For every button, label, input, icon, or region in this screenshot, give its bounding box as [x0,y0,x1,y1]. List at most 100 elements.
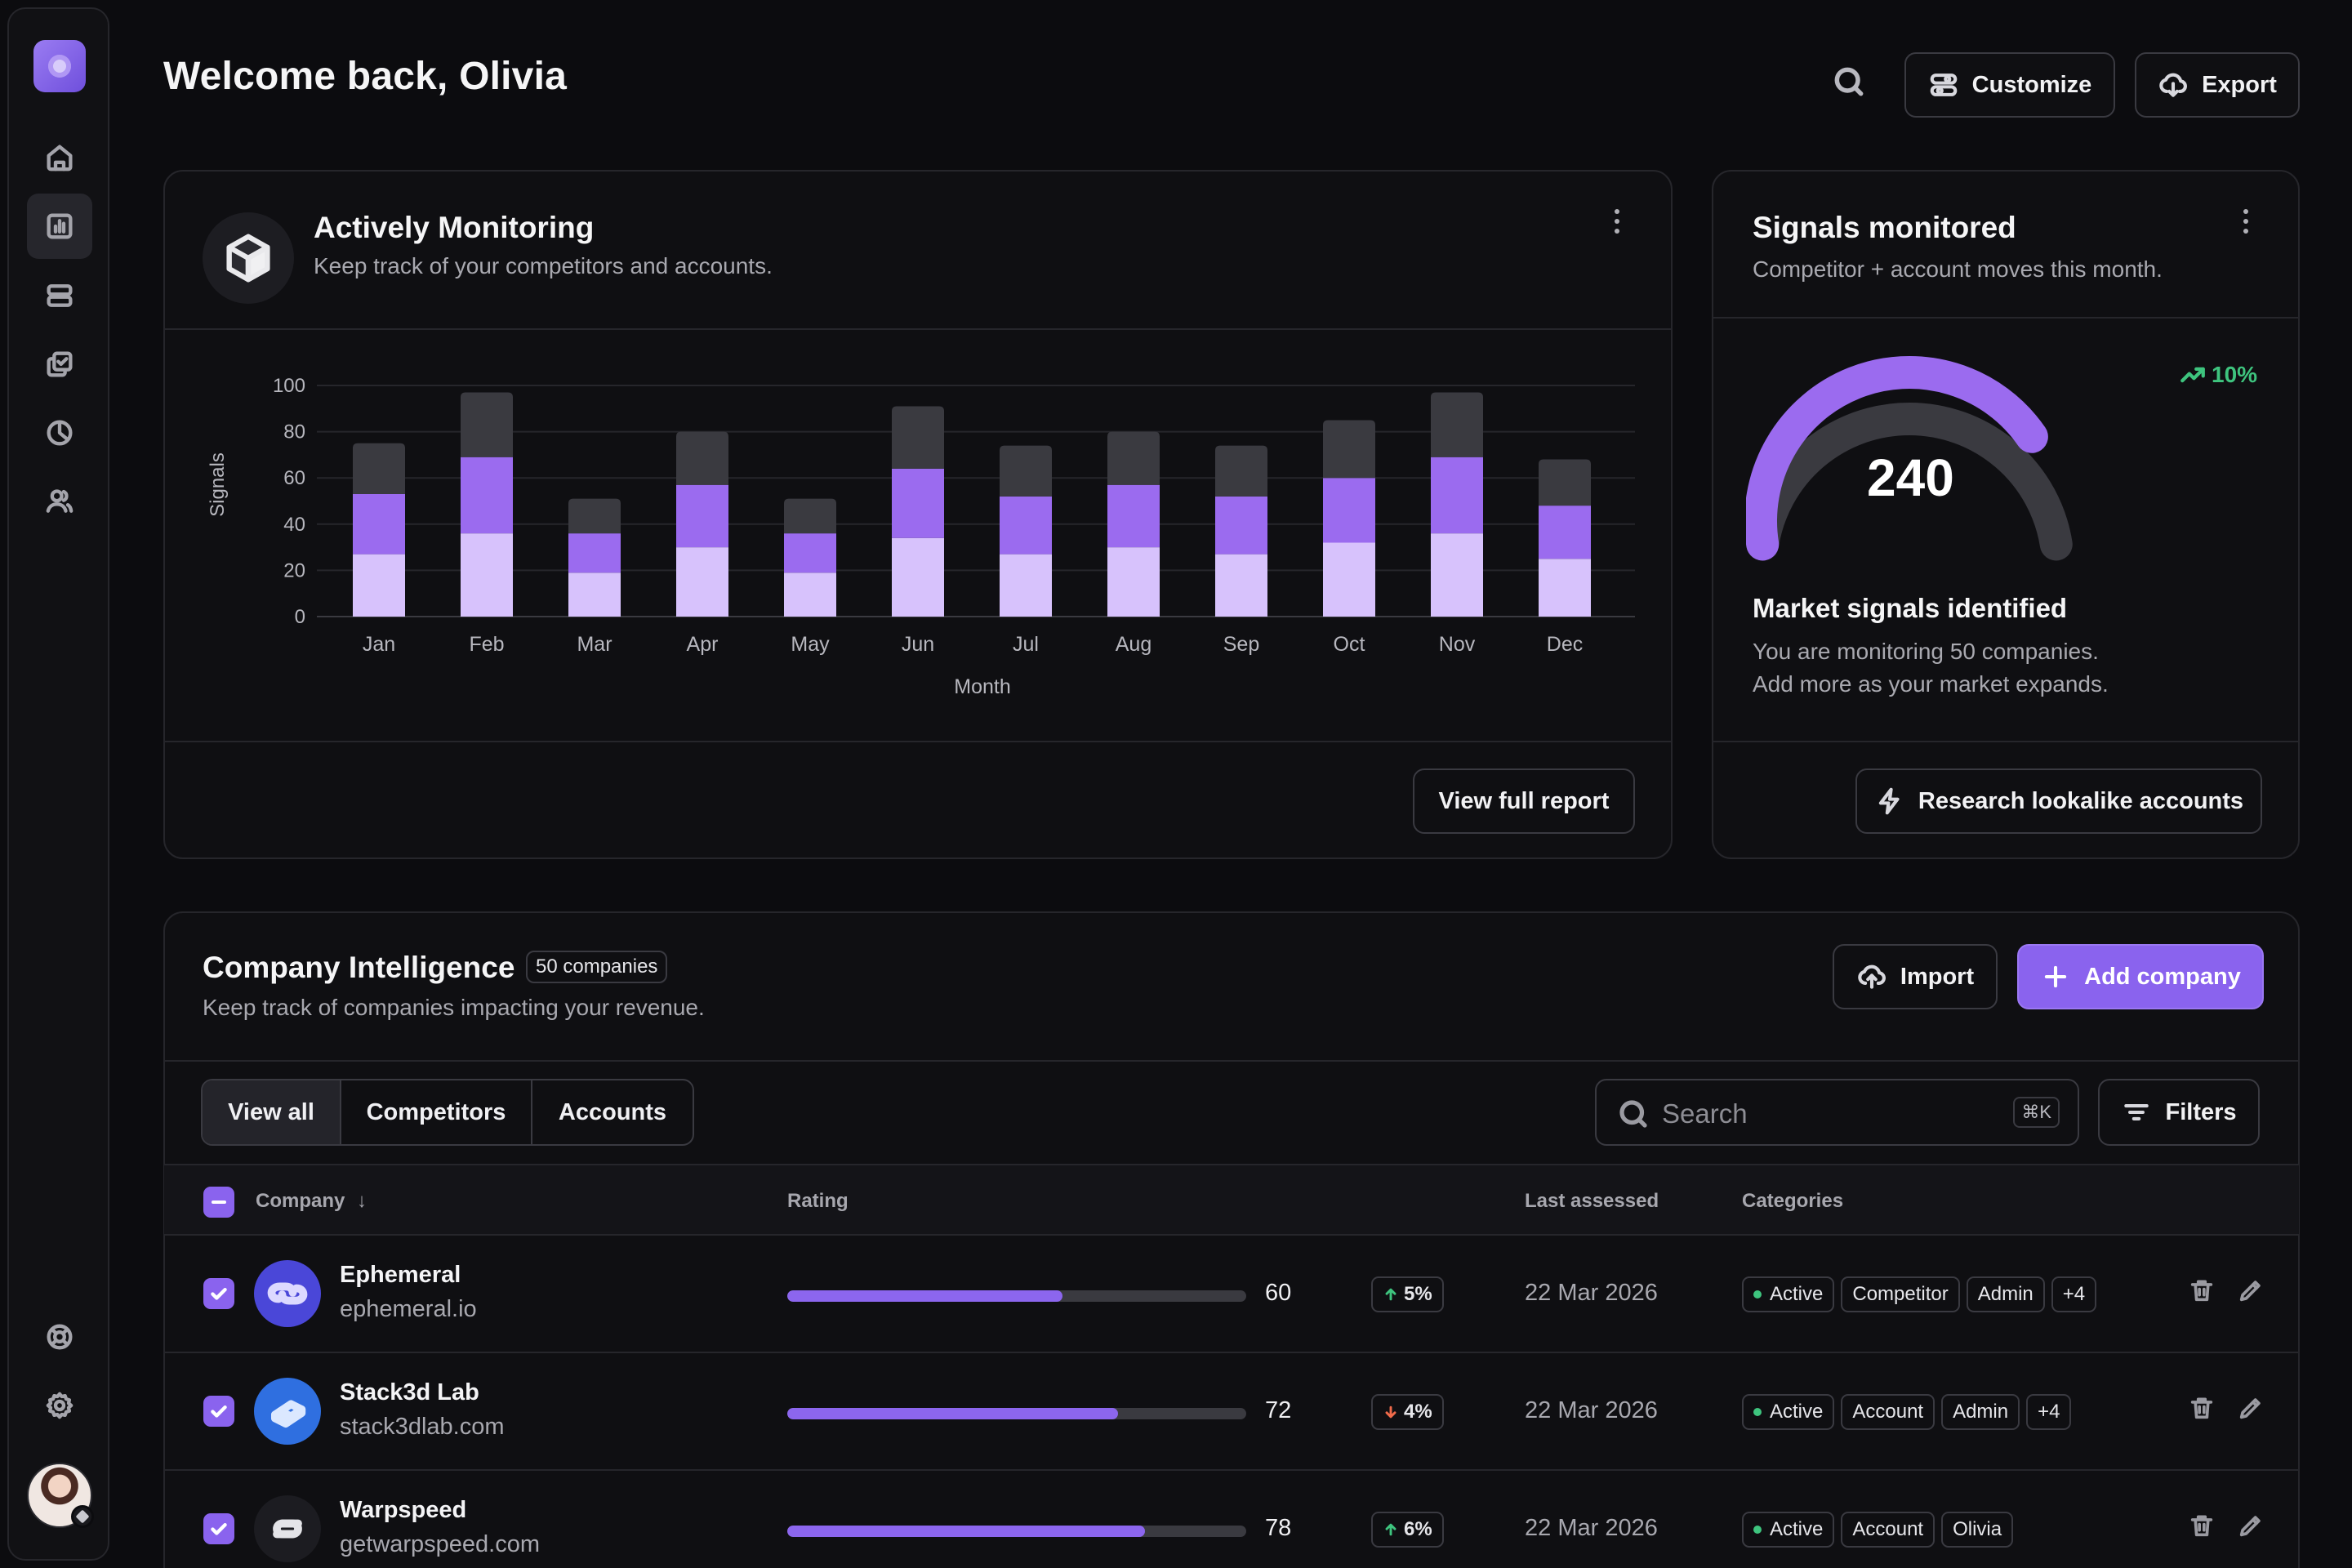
monitoring-card: Actively Monitoring Keep track of your c… [163,170,1673,859]
cloud-download-icon [2159,73,2188,97]
company-logo-icon [273,1519,302,1539]
category-tags: Active Account Olivia [1742,1512,2014,1548]
companies-subtitle: Keep track of companies impacting your r… [203,995,705,1020]
company-logo [254,1495,321,1562]
sidebar-item-layers[interactable] [27,263,92,328]
row-checkbox[interactable] [203,1513,234,1544]
rating-delta: 6% [1404,1518,1432,1540]
companies-title: Company Intelligence [203,951,515,984]
category-tag[interactable]: Admin [1966,1276,2045,1312]
column-categories[interactable]: Categories [1742,1190,1844,1212]
table-header: Company ↓ Rating Last assessed Categorie… [164,1164,2299,1236]
company-intelligence-card: Company Intelligence 50 companies Keep t… [163,911,2300,1568]
add-company-button[interactable]: Add company [2017,944,2264,1009]
category-tag[interactable]: +4 [2051,1276,2097,1312]
tab-accounts[interactable]: Accounts [558,1098,667,1125]
pie-chart-icon [47,420,73,446]
gauge-fill [1746,356,2048,561]
research-lookalike-button[interactable]: Research lookalike accounts [1855,768,2262,834]
row-checkbox[interactable] [203,1278,234,1309]
category-tag[interactable]: +4 [2026,1394,2072,1430]
y-tick-label: 80 [283,421,305,443]
bar-segment [568,572,621,617]
sidebar-item-tasks[interactable] [27,332,92,397]
check-icon [211,1522,227,1535]
y-tick-label: 100 [273,375,305,397]
app-logo[interactable] [33,40,86,92]
bar-segment [461,533,513,617]
bar-segment [353,554,405,617]
category-tag-label: Competitor [1852,1283,1949,1305]
category-tag-label: Admin [1953,1401,2009,1423]
category-tag[interactable]: Active [1742,1276,1835,1312]
edit-button[interactable] [2237,1394,2270,1427]
gauge-track [1746,402,2073,561]
category-tag[interactable]: Olivia [1941,1512,2014,1548]
category-tag-label: +4 [2062,1283,2086,1305]
company-filter-tabs: View all Competitors Accounts [201,1079,694,1146]
import-button[interactable]: Import [1833,944,1998,1009]
delete-button[interactable] [2188,1394,2221,1427]
tab-view-all[interactable]: View all [203,1080,341,1144]
column-company[interactable]: Company ↓ [256,1190,367,1213]
bar-segment [461,392,513,457]
edit-button[interactable] [2237,1276,2270,1309]
export-label: Export [2202,71,2277,98]
sort-down-icon: ↓ [357,1190,368,1212]
sidebar-item-settings[interactable] [27,1373,92,1438]
monitoring-more-icon[interactable] [1612,209,1622,234]
users-icon [46,489,74,513]
monitoring-subtitle: Keep track of your competitors and accou… [314,253,773,278]
column-last-assessed[interactable]: Last assessed [1525,1190,1659,1212]
bar-chart-icon [47,213,73,239]
company-name[interactable]: Stack3d Lab [340,1379,479,1405]
search-placeholder: Search [1662,1098,1748,1129]
export-button[interactable]: Export [2135,52,2300,118]
customize-button[interactable]: Customize [1904,52,2115,118]
category-tag-label: Active [1770,1283,1824,1305]
company-name[interactable]: Ephemeral [340,1262,461,1288]
select-all-checkbox[interactable] [203,1187,234,1218]
x-tick-label: Nov [1439,633,1476,656]
y-axis-label: Signals [207,452,229,517]
gear-icon [46,1392,74,1419]
sidebar-item-reports[interactable] [27,400,92,466]
bar-segment [1539,559,1591,617]
table-row[interactable]: Stack3d Lab stack3dlab.com 72 4% 22 Mar … [164,1353,2299,1471]
search-button[interactable] [1831,64,1870,103]
company-name[interactable]: Warpspeed [340,1497,467,1523]
category-tag[interactable]: Active [1742,1394,1835,1430]
column-rating[interactable]: Rating [787,1190,849,1212]
category-tag[interactable]: Competitor [1841,1276,1960,1312]
category-tag[interactable]: Active [1742,1512,1835,1548]
plus-icon [2044,965,2067,988]
sidebar-item-analytics[interactable] [27,194,92,259]
table-row[interactable]: Ephemeral ephemeral.io 60 5% 22 Mar 2026… [164,1236,2299,1353]
row-checkbox[interactable] [203,1396,234,1427]
category-tag[interactable]: Account [1841,1394,1936,1430]
sidebar-item-support[interactable] [27,1304,92,1370]
bar-segment [1107,431,1160,485]
signals-more-icon[interactable] [2241,209,2251,234]
tab-competitors[interactable]: Competitors [341,1080,532,1144]
avatar[interactable] [27,1463,94,1528]
category-tag[interactable]: Account [1841,1512,1936,1548]
sidebar-item-home[interactable] [27,125,92,190]
status-dot [1753,1290,1762,1298]
category-tags: Active Account Admin +4 [1742,1394,2072,1430]
delete-button[interactable] [2188,1512,2221,1544]
view-full-report-button[interactable]: View full report [1413,768,1635,834]
sidebar-item-users[interactable] [27,469,92,534]
search-input[interactable]: Search ⌘K [1595,1079,2079,1146]
table-row[interactable]: Warpspeed getwarpspeed.com 78 6% 22 Mar … [164,1471,2299,1568]
bar-segment [1323,542,1375,617]
delete-button[interactable] [2188,1276,2221,1309]
filters-button[interactable]: Filters [2098,1079,2260,1146]
edit-button[interactable] [2237,1512,2270,1544]
category-tag[interactable]: Admin [1941,1394,2020,1430]
research-lookalike-label: Research lookalike accounts [1918,787,2244,814]
pencil-icon [2239,1281,2261,1302]
bar-segment [892,468,944,538]
x-tick-label: Feb [469,633,504,656]
category-tag-label: Account [1852,1518,1924,1540]
